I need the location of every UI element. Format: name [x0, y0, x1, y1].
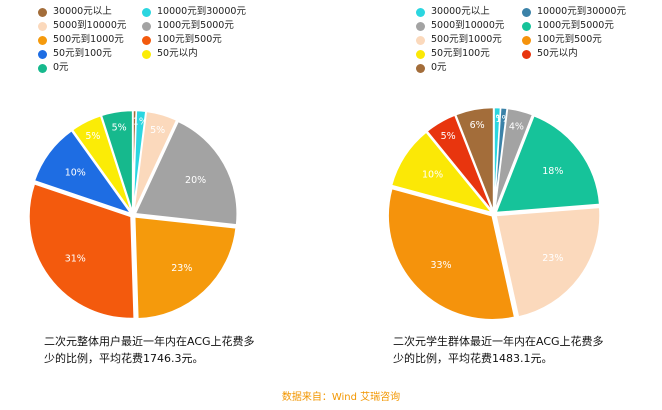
chart-panel-overall-users: 30000元以上 10000元到30000元 5000到10000元 1000元到50… [0, 0, 331, 380]
pie-slice [493, 107, 534, 212]
legend-label: 1000元到5000元 [537, 20, 614, 31]
legend-label: 500元到1000元 [431, 34, 502, 45]
pie-slice [33, 129, 133, 215]
legend-swatch [416, 49, 425, 59]
slice-percent-label: 31% [65, 253, 86, 264]
caption-line-1: 二次元学生群体最近一年内在ACG上花费多 [393, 335, 604, 348]
slice-percent-label: 23% [542, 253, 563, 264]
legend-swatch [522, 7, 531, 17]
pie-chart: 1%1%4%18%23%33%10%5%6% [387, 106, 601, 321]
slice-percent-label: 4% [509, 121, 524, 132]
slice-percent-label: 5% [85, 131, 100, 142]
legend-label: 0元 [53, 62, 69, 73]
legend-swatch [522, 35, 531, 45]
legend-label: 10000元到30000元 [157, 6, 246, 17]
caption-line-1: 二次元整体用户最近一年内在ACG上花费多 [44, 335, 255, 348]
pie-slice [134, 120, 238, 226]
legend-label: 100元到500元 [537, 34, 602, 45]
legend-label: 30000元以上 [53, 6, 112, 17]
pie-slice [390, 130, 494, 214]
slice-percent-label: 1% [495, 114, 510, 125]
slice-percent-label: 18% [542, 166, 563, 177]
pie-chart: 1%5%20%23%31%10%5%5% [28, 109, 238, 320]
legend-swatch [416, 35, 425, 45]
legend-swatch [416, 21, 425, 31]
slice-percent-label: 1% [489, 113, 504, 124]
pie-slice [71, 114, 133, 214]
data-source-note: 数据来自：Wind 艾瑞咨询 [0, 388, 662, 403]
legend-label: 500元到1000元 [53, 34, 124, 45]
chart-caption: 二次元学生群体最近一年内在ACG上花费多 少的比例，平均花费1483.1元。 [393, 333, 623, 367]
pie-slice [133, 215, 237, 320]
legend: 30000元以上 10000元到30000元 5000到10000元 1000元到50… [0, 0, 331, 100]
pie-slice [494, 114, 601, 214]
legend-label: 0元 [431, 62, 447, 73]
caption-line-2: 少的比例，平均花费1746.3元。 [44, 352, 204, 365]
legend-swatch [38, 21, 47, 31]
legend-swatch [142, 21, 151, 31]
legend-label: 50元以内 [157, 48, 198, 59]
legend-label: 30000元以上 [431, 6, 490, 17]
legend-swatch [522, 49, 531, 59]
legend-swatch [38, 7, 47, 17]
legend-label: 10000元到30000元 [537, 6, 626, 17]
legend-swatch [142, 49, 151, 59]
pie-slice [28, 182, 135, 320]
legend: 30000元以上 10000元到30000元 5000到10000元 1000元到50… [331, 0, 662, 100]
slice-percent-label: 23% [171, 263, 192, 274]
legend-swatch [142, 7, 151, 17]
legend-swatch [38, 63, 47, 73]
legend-label: 1000元到5000元 [157, 20, 234, 31]
pie-slice [100, 109, 134, 213]
pie-slice [387, 187, 516, 321]
legend-swatch [38, 35, 47, 45]
slice-percent-label: 10% [65, 168, 86, 179]
legend-label: 5000到10000元 [53, 20, 127, 31]
caption-line-2: 少的比例，平均花费1483.1元。 [393, 352, 553, 365]
legend-swatch [416, 63, 425, 73]
chart-panel-student-users: 30000元以上 10000元到30000元 5000到10000元 1000元到50… [331, 0, 662, 380]
legend-label: 50元以内 [537, 48, 578, 59]
pie-slice [132, 110, 178, 213]
slice-percent-label: 1% [133, 116, 148, 127]
legend-swatch [416, 7, 425, 17]
legend-swatch [522, 21, 531, 31]
slice-percent-label: 10% [422, 170, 443, 181]
pie-slice [454, 106, 495, 212]
slice-percent-label: 5% [441, 131, 456, 142]
slice-percent-label: 20% [185, 175, 206, 186]
chart-caption: 二次元整体用户最近一年内在ACG上花费多 少的比例，平均花费1746.3元。 [44, 333, 274, 367]
data-source-text: 数据来自：Wind 艾瑞咨询 [281, 392, 401, 403]
legend-label: 50元到100元 [53, 48, 112, 59]
legend-label: 50元到100元 [431, 48, 490, 59]
legend-label: 5000到10000元 [431, 20, 505, 31]
slice-percent-label: 5% [150, 125, 165, 136]
slice-percent-label: 6% [470, 120, 485, 131]
legend-swatch [38, 49, 47, 59]
pie-slice [425, 114, 494, 213]
slice-percent-label: 5% [112, 122, 127, 133]
pie-slice [495, 206, 601, 318]
legend-label: 100元到500元 [157, 34, 222, 45]
legend-swatch [142, 35, 151, 45]
slice-percent-label: 33% [430, 260, 451, 271]
